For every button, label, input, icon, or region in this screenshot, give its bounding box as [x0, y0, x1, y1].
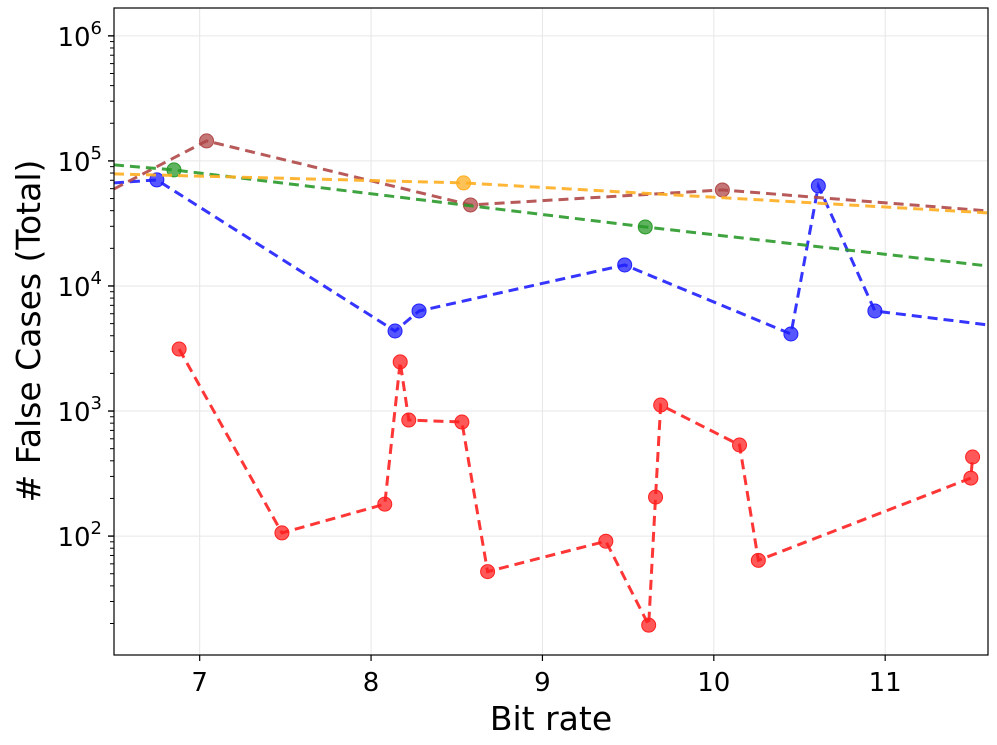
data-point-red	[641, 617, 657, 633]
x-tick-label: 8	[363, 668, 380, 698]
x-tick-label: 11	[869, 668, 902, 698]
data-point-blue	[617, 257, 633, 273]
data-point-red	[750, 552, 766, 568]
data-point-red	[480, 564, 496, 580]
data-point-blue	[810, 178, 826, 194]
data-point-red	[965, 449, 981, 465]
data-point-red	[171, 341, 187, 357]
data-point-blue	[387, 323, 403, 339]
data-point-red	[454, 414, 470, 430]
series-orange	[114, 172, 988, 215]
data-point-orange	[456, 175, 472, 191]
data-point-blue	[411, 303, 427, 319]
series-red	[171, 341, 981, 633]
data-point-green	[166, 162, 182, 178]
data-point-red	[392, 354, 408, 370]
x-tick-label: 7	[191, 668, 208, 698]
series-brown	[114, 133, 988, 213]
y-tick-label: 102	[57, 518, 102, 553]
y-tick-label: 105	[57, 143, 102, 178]
data-point-brown	[199, 133, 215, 149]
series-line-blue	[114, 178, 988, 337]
data-point-red	[732, 437, 748, 453]
data-point-blue	[783, 326, 799, 342]
x-tick-label: 9	[534, 668, 551, 698]
series-green	[114, 162, 988, 268]
x-axis-label: Bit rate	[490, 699, 612, 738]
y-tick-label: 104	[57, 268, 102, 303]
data-point-red	[377, 496, 393, 512]
series-layer	[114, 133, 988, 633]
series-blue	[114, 172, 988, 342]
data-point-red	[598, 533, 614, 549]
y-tick-label: 103	[57, 393, 102, 428]
data-point-green	[637, 219, 653, 235]
plot-frame	[113, 7, 989, 656]
series-line-green	[114, 163, 988, 268]
series-line-red	[177, 348, 975, 631]
data-point-brown	[714, 182, 730, 198]
y-tick-label: 106	[57, 18, 102, 53]
series-line-orange	[114, 172, 988, 215]
data-point-red	[401, 412, 417, 428]
data-point-red	[653, 397, 669, 413]
grid	[114, 8, 988, 655]
axes: 7 8 9 10 11 102 103 104 105 106	[57, 18, 901, 698]
y-axis-label: # False Cases (Total)	[9, 160, 48, 503]
data-point-red	[274, 525, 290, 541]
x-tick-label: 10	[697, 668, 730, 698]
data-point-red	[963, 470, 979, 486]
data-point-red	[648, 489, 664, 505]
data-point-blue	[867, 303, 883, 319]
